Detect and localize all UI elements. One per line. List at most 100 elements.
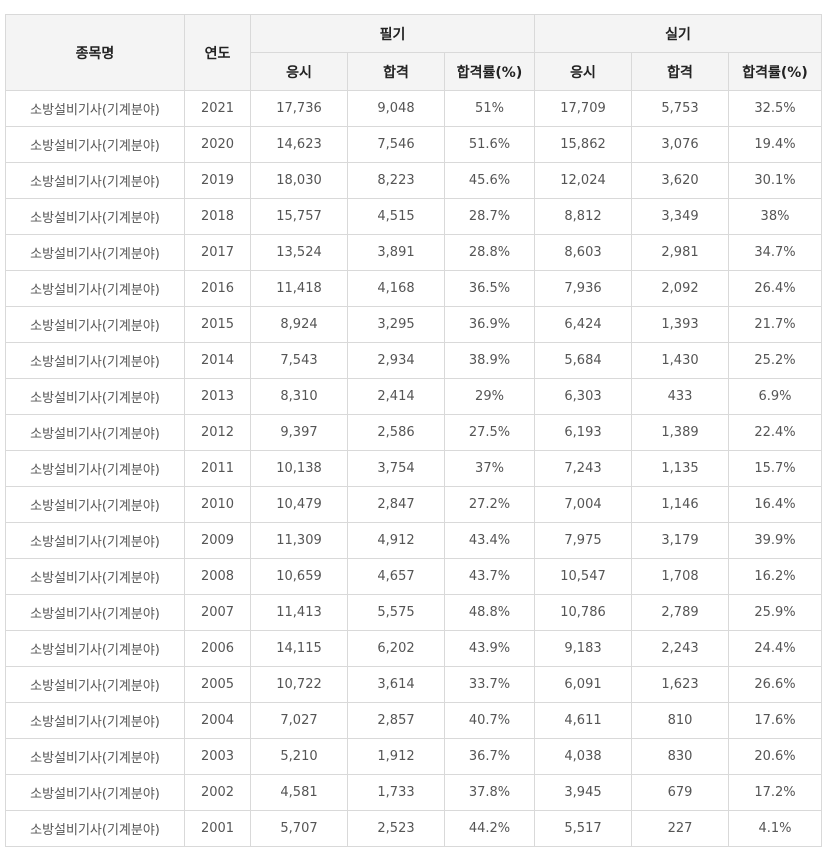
- cell-practical-passed: 3,620: [631, 162, 729, 199]
- header-practical-exam: 실기: [534, 14, 822, 53]
- cell-practical-passed: 679: [631, 774, 729, 811]
- cell-practical-applicants: 12,024: [534, 162, 632, 199]
- cell-written-pass-rate: 43.4%: [444, 522, 535, 559]
- cell-written-pass-rate: 36.9%: [444, 306, 535, 343]
- cell-written-applicants: 11,418: [250, 270, 348, 307]
- cell-written-pass-rate: 43.7%: [444, 558, 535, 595]
- cell-year: 2017: [184, 234, 251, 271]
- table-row: 소방설비기사(기계분야) 2014 7,543 2,934 38.9% 5,684 1,43…: [5, 342, 822, 379]
- table-row: 소방설비기사(기계분야) 2019 18,030 8,223 45.6% 12,024 3,…: [5, 162, 822, 199]
- table-row: 소방설비기사(기계분야) 2017 13,524 3,891 28.8% 8,603 2,9…: [5, 234, 822, 271]
- cell-item-name: 소방설비기사(기계분야): [5, 162, 185, 199]
- cell-practical-pass-rate: 15.7%: [728, 450, 822, 487]
- cell-written-applicants: 10,722: [250, 666, 348, 703]
- cell-written-applicants: 7,027: [250, 702, 348, 739]
- cell-item-name: 소방설비기사(기계분야): [5, 198, 185, 235]
- cell-written-applicants: 5,707: [250, 810, 348, 847]
- cell-practical-passed: 2,092: [631, 270, 729, 307]
- cell-practical-pass-rate: 20.6%: [728, 738, 822, 775]
- cell-year: 2019: [184, 162, 251, 199]
- table-row: 소방설비기사(기계분야) 2016 11,418 4,168 36.5% 7,936 2,0…: [5, 270, 822, 307]
- cell-written-passed: 3,614: [347, 666, 445, 703]
- cell-practical-applicants: 6,091: [534, 666, 632, 703]
- header-practical-applicants: 응시: [534, 52, 632, 91]
- cell-practical-passed: 433: [631, 378, 729, 415]
- cell-written-passed: 2,847: [347, 486, 445, 523]
- cell-practical-pass-rate: 17.6%: [728, 702, 822, 739]
- cell-written-pass-rate: 51.6%: [444, 126, 535, 163]
- cell-written-passed: 5,575: [347, 594, 445, 631]
- table-row: 소방설비기사(기계분야) 2007 11,413 5,575 48.8% 10,786 2,…: [5, 594, 822, 631]
- cell-written-applicants: 15,757: [250, 198, 348, 235]
- header-year: 연도: [184, 14, 251, 91]
- cell-year: 2008: [184, 558, 251, 595]
- cell-year: 2001: [184, 810, 251, 847]
- cell-written-passed: 2,414: [347, 378, 445, 415]
- cell-year: 2007: [184, 594, 251, 631]
- cell-practical-passed: 227: [631, 810, 729, 847]
- cell-item-name: 소방설비기사(기계분야): [5, 738, 185, 775]
- cell-year: 2013: [184, 378, 251, 415]
- cell-written-applicants: 10,138: [250, 450, 348, 487]
- cell-written-pass-rate: 48.8%: [444, 594, 535, 631]
- cell-practical-pass-rate: 17.2%: [728, 774, 822, 811]
- table-row: 소방설비기사(기계분야) 2020 14,623 7,546 51.6% 15,862 3,…: [5, 126, 822, 163]
- table-row: 소방설비기사(기계분야) 2011 10,138 3,754 37% 7,243 1,135…: [5, 450, 822, 487]
- cell-year: 2006: [184, 630, 251, 667]
- cell-practical-applicants: 7,975: [534, 522, 632, 559]
- cell-practical-passed: 1,430: [631, 342, 729, 379]
- cell-practical-pass-rate: 25.2%: [728, 342, 822, 379]
- header-written-applicants: 응시: [250, 52, 348, 91]
- cell-written-pass-rate: 44.2%: [444, 810, 535, 847]
- table-row: 소방설비기사(기계분야) 2002 4,581 1,733 37.8% 3,945 679 1…: [5, 774, 822, 811]
- cell-practical-applicants: 3,945: [534, 774, 632, 811]
- cell-written-pass-rate: 36.7%: [444, 738, 535, 775]
- cell-written-pass-rate: 51%: [444, 90, 535, 127]
- cell-item-name: 소방설비기사(기계분야): [5, 90, 185, 127]
- table-row: 소방설비기사(기계분야) 2004 7,027 2,857 40.7% 4,611 810 1…: [5, 702, 822, 739]
- cell-practical-applicants: 8,603: [534, 234, 632, 271]
- cell-practical-pass-rate: 16.2%: [728, 558, 822, 595]
- cell-written-passed: 2,523: [347, 810, 445, 847]
- table-row: 소방설비기사(기계분야) 2006 14,115 6,202 43.9% 9,183 2,2…: [5, 630, 822, 667]
- cell-practical-passed: 1,135: [631, 450, 729, 487]
- cell-written-passed: 3,295: [347, 306, 445, 343]
- cell-written-applicants: 18,030: [250, 162, 348, 199]
- header-written-exam: 필기: [250, 14, 535, 53]
- cell-item-name: 소방설비기사(기계분야): [5, 414, 185, 451]
- cell-item-name: 소방설비기사(기계분야): [5, 810, 185, 847]
- cell-written-applicants: 8,924: [250, 306, 348, 343]
- cell-practical-passed: 5,753: [631, 90, 729, 127]
- table-row: 소방설비기사(기계분야) 2021 17,736 9,048 51% 17,709 5,75…: [5, 90, 822, 127]
- cell-practical-applicants: 7,004: [534, 486, 632, 523]
- cell-practical-pass-rate: 26.4%: [728, 270, 822, 307]
- cell-item-name: 소방설비기사(기계분야): [5, 126, 185, 163]
- header-written-passed: 합격: [347, 52, 445, 91]
- table-header: 종목명 연도 필기 실기 응시 합격 합격률(%) 응시 합격 합격률(%): [5, 14, 822, 91]
- cell-written-pass-rate: 37.8%: [444, 774, 535, 811]
- cell-written-applicants: 7,543: [250, 342, 348, 379]
- cell-written-pass-rate: 29%: [444, 378, 535, 415]
- cell-written-applicants: 14,115: [250, 630, 348, 667]
- cell-practical-pass-rate: 30.1%: [728, 162, 822, 199]
- cell-year: 2010: [184, 486, 251, 523]
- table-row: 소방설비기사(기계분야) 2018 15,757 4,515 28.7% 8,812 3,3…: [5, 198, 822, 235]
- cell-practical-applicants: 4,611: [534, 702, 632, 739]
- header-written-pass-rate: 합격률(%): [444, 52, 535, 91]
- cell-practical-passed: 1,708: [631, 558, 729, 595]
- cell-practical-pass-rate: 34.7%: [728, 234, 822, 271]
- cell-year: 2003: [184, 738, 251, 775]
- cell-written-passed: 2,586: [347, 414, 445, 451]
- cell-item-name: 소방설비기사(기계분야): [5, 342, 185, 379]
- cell-written-passed: 1,733: [347, 774, 445, 811]
- cell-practical-applicants: 9,183: [534, 630, 632, 667]
- cell-item-name: 소방설비기사(기계분야): [5, 378, 185, 415]
- cell-year: 2014: [184, 342, 251, 379]
- cell-written-applicants: 11,309: [250, 522, 348, 559]
- table-row: 소방설비기사(기계분야) 2015 8,924 3,295 36.9% 6,424 1,39…: [5, 306, 822, 343]
- cell-practical-applicants: 5,684: [534, 342, 632, 379]
- cell-item-name: 소방설비기사(기계분야): [5, 306, 185, 343]
- cell-item-name: 소방설비기사(기계분야): [5, 522, 185, 559]
- cell-year: 2011: [184, 450, 251, 487]
- cell-practical-applicants: 6,303: [534, 378, 632, 415]
